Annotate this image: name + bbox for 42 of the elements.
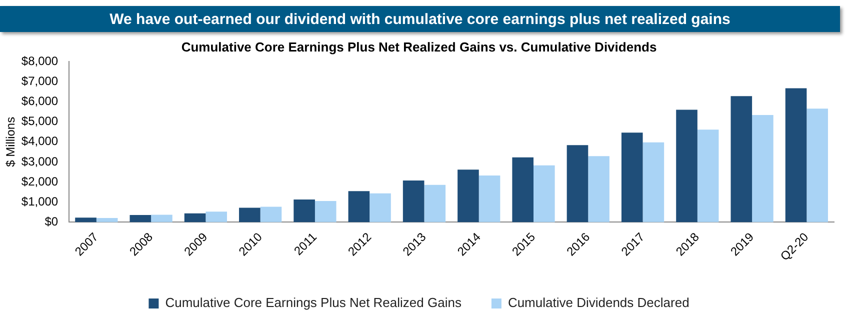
bar <box>260 206 282 222</box>
y-tick-label: $2,000 <box>21 174 58 188</box>
bar <box>75 218 96 222</box>
bar <box>697 130 719 222</box>
y-tick-label: $8,000 <box>21 54 58 68</box>
y-tick-label: $0 <box>44 214 58 229</box>
y-tick-label: $3,000 <box>21 154 58 168</box>
chart-title: We have out-earned our dividend with cumulative core earnings plus net realized gains <box>0 6 840 32</box>
bar <box>752 115 774 222</box>
bar <box>512 157 534 222</box>
y-tick-label: $5,000 <box>21 114 58 128</box>
bar <box>534 165 555 222</box>
bar <box>785 88 807 222</box>
bar <box>458 170 479 222</box>
bar <box>588 156 610 222</box>
bar <box>478 175 500 222</box>
legend-label: Cumulative Core Earnings Plus Net Realized Gains <box>165 295 462 310</box>
bar <box>314 200 336 222</box>
bar <box>206 212 227 222</box>
bar <box>424 184 446 222</box>
bar <box>184 213 206 222</box>
y-tick-label: $7,000 <box>21 74 58 88</box>
bar <box>294 200 315 222</box>
bar <box>151 214 172 222</box>
bar <box>239 208 260 222</box>
bar <box>370 193 391 222</box>
bar <box>676 110 698 222</box>
y-axis-title: $ Millions <box>4 116 18 167</box>
chart-subtitle: Cumulative Core Earnings Plus Net Realized Gains vs. Cumulative Dividends <box>181 39 657 54</box>
legend-label: Cumulative Dividends Declared <box>508 295 690 310</box>
y-tick-label: $1,000 <box>21 194 58 208</box>
bar <box>566 145 588 222</box>
bar <box>806 108 828 222</box>
y-tick-label: $4,000 <box>21 134 58 148</box>
bar <box>621 132 643 222</box>
bar <box>730 96 752 222</box>
bar <box>642 142 664 222</box>
bar <box>402 180 424 222</box>
bar <box>348 191 370 222</box>
bar <box>96 218 118 222</box>
y-tick-label: $6,000 <box>21 94 58 108</box>
bar <box>130 215 152 222</box>
